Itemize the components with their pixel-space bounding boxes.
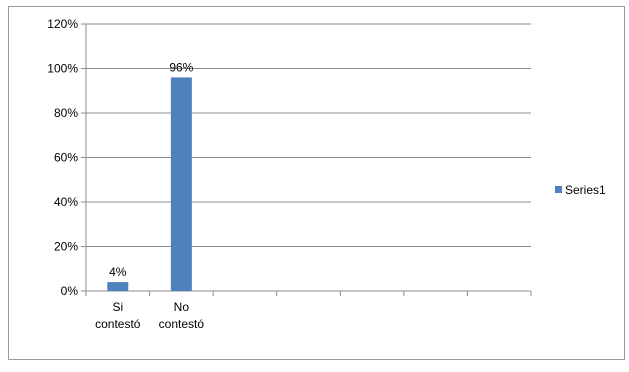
- y-tick-label: 80%: [54, 106, 78, 120]
- bar-1: [107, 282, 129, 291]
- y-tick-label: 100%: [47, 62, 78, 76]
- y-tick-label: 0%: [61, 284, 79, 298]
- y-tick-label: 60%: [54, 151, 78, 165]
- legend: Series1: [555, 183, 606, 197]
- bar-2: [170, 77, 192, 292]
- gridlines: [86, 23, 531, 247]
- y-tick-label: 120%: [47, 17, 78, 31]
- legend-swatch-series1: [555, 186, 562, 193]
- bars: [107, 77, 192, 292]
- data-label-1: 4%: [109, 265, 127, 279]
- data-label-2: 96%: [169, 60, 193, 74]
- y-tick-label: 20%: [54, 240, 78, 254]
- x-category-label: contestó: [159, 317, 205, 331]
- x-category-label: No: [174, 300, 190, 314]
- x-category-label: contestó: [95, 317, 141, 331]
- legend-label-series1: Series1: [565, 183, 606, 197]
- chart-area: 0% 20% 40% 60% 80% 100% 120% 4% Si contestó 96% No c…: [8, 6, 625, 360]
- axes: [81, 23, 532, 296]
- labels: 0% 20% 40% 60% 80% 100% 120% 4% Si contestó 96% No c…: [47, 17, 204, 331]
- bar-chart: 0% 20% 40% 60% 80% 100% 120% 4% Si contestó 96% No c…: [47, 17, 606, 331]
- x-category-label: Si: [112, 300, 123, 314]
- y-tick-label: 40%: [54, 195, 78, 209]
